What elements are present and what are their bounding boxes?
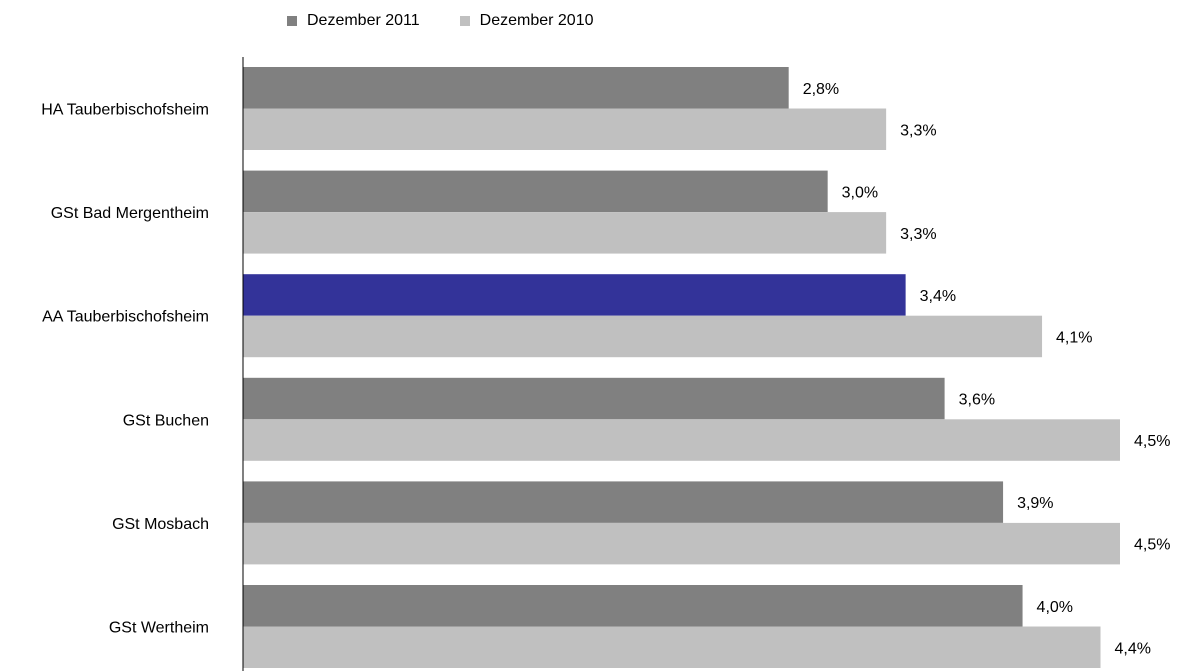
bar-dezember-2011-aa-tauberbischofsheim bbox=[243, 274, 906, 316]
value-label-dezember-2010-gst-mosbach: 4,5% bbox=[1134, 537, 1170, 554]
bar-dezember-2011-gst-mosbach bbox=[243, 481, 1004, 523]
legend-swatch-2011 bbox=[287, 16, 297, 26]
value-label-dezember-2011-gst-buchen: 3,6% bbox=[959, 392, 995, 409]
bar-dezember-2010-ha-tauberbischofsheim bbox=[243, 108, 887, 150]
bar-dezember-2010-gst-buchen bbox=[243, 419, 1120, 461]
bar-dezember-2010-gst-wertheim bbox=[243, 626, 1101, 668]
category-label-aa-tauberbischofsheim: AA Tauberbischofsheim bbox=[42, 309, 209, 326]
legend-label-2011: Dezember 2011 bbox=[307, 12, 420, 29]
legend-item-dezember-2010: Dezember 2010 bbox=[459, 12, 594, 30]
value-label-dezember-2011-aa-tauberbischofsheim: 3,4% bbox=[920, 288, 956, 305]
legend-item-dezember-2011: Dezember 2011 bbox=[287, 12, 420, 30]
category-label-ha-tauberbischofsheim: HA Tauberbischofsheim bbox=[41, 102, 209, 119]
category-label-gst-bad-mergentheim: GSt Bad Mergentheim bbox=[51, 205, 209, 222]
value-label-dezember-2011-gst-bad-mergentheim: 3,0% bbox=[842, 184, 878, 201]
bar-dezember-2011-gst-buchen bbox=[243, 377, 945, 420]
legend: Dezember 2011 Dezember 2010 bbox=[287, 12, 634, 30]
category-label-gst-buchen: GSt Buchen bbox=[123, 412, 209, 429]
legend-label-2010: Dezember 2010 bbox=[479, 12, 594, 29]
legend-swatch-2010 bbox=[459, 16, 470, 26]
value-label-dezember-2010-gst-bad-mergentheim: 3,3% bbox=[900, 226, 936, 243]
value-label-dezember-2010-ha-tauberbischofsheim: 3,3% bbox=[900, 122, 936, 139]
value-label-dezember-2011-ha-tauberbischofsheim: 2,8% bbox=[803, 81, 839, 98]
bar-dezember-2010-aa-tauberbischofsheim bbox=[243, 315, 1043, 358]
bar-dezember-2011-gst-bad-mergentheim bbox=[243, 170, 828, 213]
bar-dezember-2010-gst-bad-mergentheim bbox=[243, 212, 887, 254]
value-label-dezember-2011-gst-wertheim: 4,0% bbox=[1037, 599, 1073, 616]
value-label-dezember-2010-aa-tauberbischofsheim: 4,1% bbox=[1056, 329, 1092, 346]
category-label-gst-mosbach: GSt Mosbach bbox=[112, 516, 209, 533]
category-label-gst-wertheim: GSt Wertheim bbox=[109, 620, 209, 637]
bar-dezember-2011-gst-wertheim bbox=[243, 585, 1023, 627]
value-label-dezember-2010-gst-buchen: 4,5% bbox=[1134, 433, 1170, 450]
value-label-dezember-2011-gst-mosbach: 3,9% bbox=[1017, 495, 1053, 512]
bar-dezember-2011-ha-tauberbischofsheim bbox=[243, 67, 789, 109]
value-label-dezember-2010-gst-wertheim: 4,4% bbox=[1115, 640, 1151, 657]
bar-dezember-2010-gst-mosbach bbox=[243, 522, 1120, 565]
